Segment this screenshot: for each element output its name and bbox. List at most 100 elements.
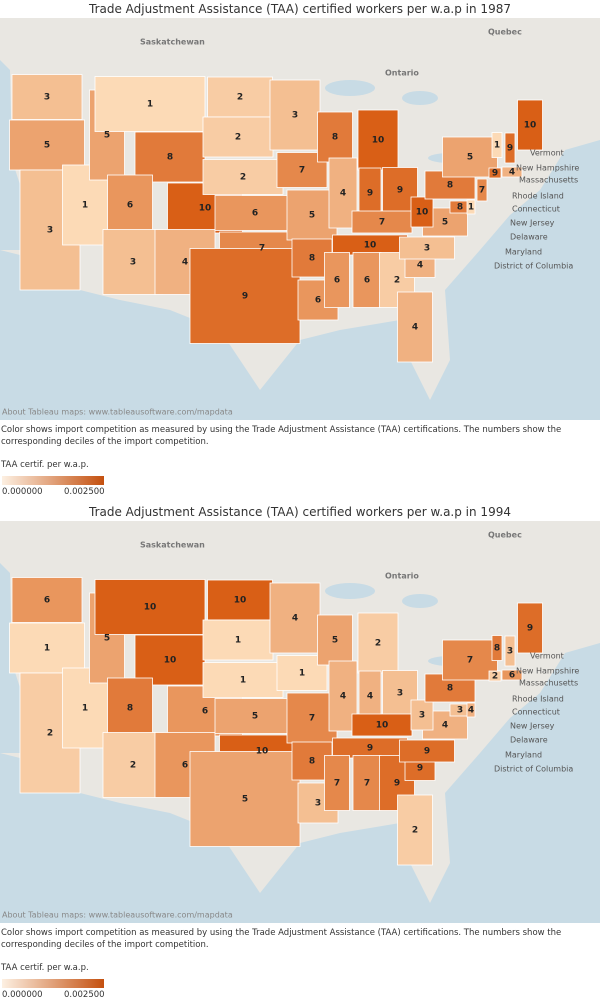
state: [107, 677, 153, 739]
place-label: Ontario: [385, 572, 419, 581]
decile-label: 10: [372, 136, 385, 146]
map-panel: Trade Adjustment Assistance (TAA) certif…: [0, 503, 600, 1005]
decile-label: 5: [104, 131, 110, 141]
state: [94, 579, 206, 635]
state: [324, 755, 350, 811]
decile-label: 4: [340, 692, 346, 702]
place-label: District of Columbia: [494, 262, 573, 271]
decile-label: 7: [299, 166, 305, 176]
place-label: Delaware: [510, 736, 548, 745]
place-label: Maryland: [505, 751, 542, 760]
decile-label: 7: [467, 656, 473, 666]
decile-label: 5: [332, 636, 338, 646]
decile-label: 10: [234, 596, 247, 606]
state: [488, 670, 502, 682]
map-panel: Trade Adjustment Assistance (TAA) certif…: [0, 0, 600, 502]
decile-label: 8: [309, 254, 315, 264]
caption: Color shows import competition as measur…: [1, 425, 562, 447]
decile-label: 5: [104, 634, 110, 644]
place-label: New Hampshire: [516, 667, 579, 676]
place-label: Saskatchewan: [140, 38, 205, 47]
decile-label: 7: [309, 714, 315, 724]
decile-label: 9: [367, 189, 373, 199]
decile-label: 10: [524, 121, 537, 131]
decile-label: 4: [417, 261, 423, 271]
ocean: [0, 140, 600, 420]
decile-label: 9: [527, 624, 533, 634]
pacific: [0, 60, 40, 250]
state: [189, 751, 301, 847]
decile-label: 1: [299, 669, 305, 679]
decile-label: 4: [292, 614, 298, 624]
state: [410, 699, 434, 731]
place-label: Connecticut: [512, 708, 560, 717]
state: [442, 136, 498, 178]
legend-title: TAA certif. per w.a.p.: [1, 963, 89, 973]
state: [504, 132, 516, 164]
decile-label: 10: [199, 204, 212, 214]
decile-label: 9: [417, 764, 423, 774]
state: [357, 109, 399, 171]
state: [11, 74, 83, 120]
place-label: Quebec: [488, 28, 522, 37]
lake: [402, 91, 438, 105]
state: [476, 178, 488, 202]
decile-label: 2: [47, 729, 53, 739]
decile-label: 7: [334, 779, 340, 789]
state: [202, 662, 284, 698]
state: [207, 76, 273, 118]
decile-label: 10: [364, 241, 377, 251]
state: [491, 635, 503, 661]
state: [399, 739, 455, 763]
decile-label: 6: [127, 201, 133, 211]
decile-label: 9: [367, 744, 373, 754]
panel-title: Trade Adjustment Assistance (TAA) certif…: [89, 505, 511, 519]
decile-label: 3: [397, 689, 403, 699]
legend-title: TAA certif. per w.a.p.: [1, 460, 89, 470]
caption: Color shows import competition as measur…: [1, 928, 562, 950]
decile-label: 8: [127, 704, 133, 714]
place-label: Massachusetts: [519, 679, 578, 688]
place-label: Ontario: [385, 69, 419, 78]
decile-label: 10: [416, 208, 429, 218]
decile-label: 6: [252, 209, 258, 219]
state: [202, 159, 284, 195]
attribution: About Tableau maps: www.tableausoftware.…: [2, 408, 233, 417]
decile-label: 6: [202, 707, 208, 717]
decile-label: 8: [494, 644, 500, 654]
decile-label: 2: [237, 93, 243, 103]
decile-label: 1: [147, 100, 153, 110]
state: [491, 132, 503, 158]
state: [504, 635, 516, 667]
decile-label: 4: [412, 323, 418, 333]
ocean: [0, 643, 600, 923]
state: [214, 698, 296, 734]
state: [134, 131, 206, 183]
decile-label: 1: [44, 644, 50, 654]
place-label: New Jersey: [510, 219, 555, 228]
decile-label: 3: [44, 93, 50, 103]
place-label: Quebec: [488, 531, 522, 540]
state: [107, 174, 153, 236]
decile-label: 7: [259, 244, 265, 254]
decile-label: 10: [144, 603, 157, 613]
state: [94, 76, 206, 132]
place-label: Vermont: [530, 652, 564, 661]
state: [102, 229, 164, 295]
panel-title: Trade Adjustment Assistance (TAA) certif…: [89, 2, 511, 16]
place-label: Connecticut: [512, 205, 560, 214]
decile-label: 3: [419, 711, 425, 721]
pacific: [0, 563, 40, 753]
decile-label: 8: [447, 181, 453, 191]
state: [399, 236, 455, 260]
decile-label: 1: [494, 141, 500, 151]
decile-label: 5: [309, 211, 315, 221]
legend-bar: [2, 979, 104, 988]
state: [317, 111, 353, 163]
legend-bar: [2, 476, 104, 485]
place-label: New Jersey: [510, 722, 555, 731]
lake: [402, 594, 438, 608]
decile-label: 4: [182, 258, 188, 268]
